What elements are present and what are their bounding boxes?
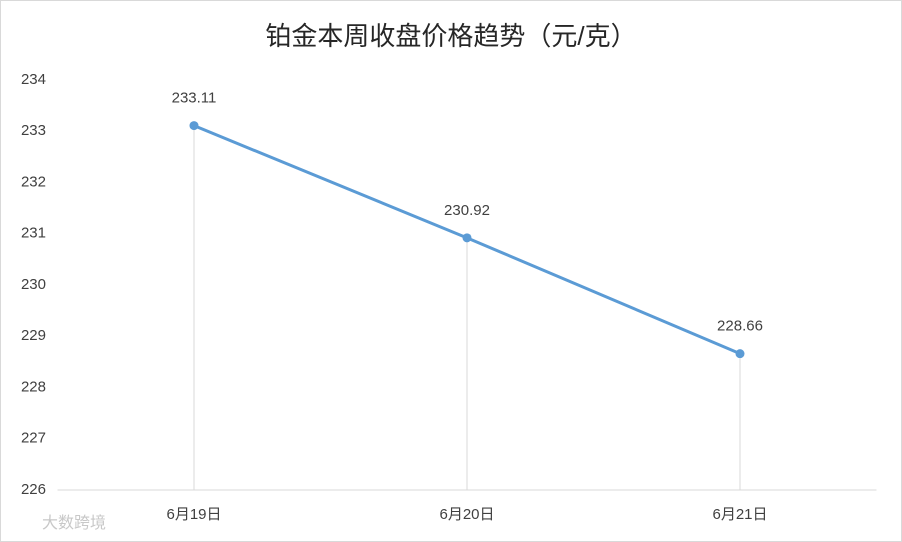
data-label: 230.92	[444, 202, 490, 219]
y-tick-label: 233	[21, 122, 46, 139]
y-tick-label: 228	[21, 378, 46, 395]
y-tick-label: 227	[21, 430, 46, 447]
chart-title: 铂金本周收盘价格趋势（元/克）	[265, 21, 636, 51]
y-tick-label: 226	[21, 481, 46, 498]
x-tick-label: 6月19日	[166, 506, 221, 523]
y-tick-label: 230	[21, 276, 46, 293]
point	[735, 349, 745, 359]
data-label: 233.11	[172, 90, 217, 107]
point	[189, 121, 199, 131]
y-tick-label: 232	[21, 173, 46, 190]
point	[462, 233, 472, 243]
x-tick-label: 6月21日	[712, 506, 767, 523]
y-tick-label: 229	[21, 327, 46, 344]
watermark: 大数跨境	[42, 513, 106, 532]
y-tick-label: 231	[21, 225, 46, 242]
x-tick-label: 6月20日	[439, 506, 494, 523]
data-label: 228.66	[717, 318, 763, 335]
y-tick-label: 234	[21, 71, 46, 88]
